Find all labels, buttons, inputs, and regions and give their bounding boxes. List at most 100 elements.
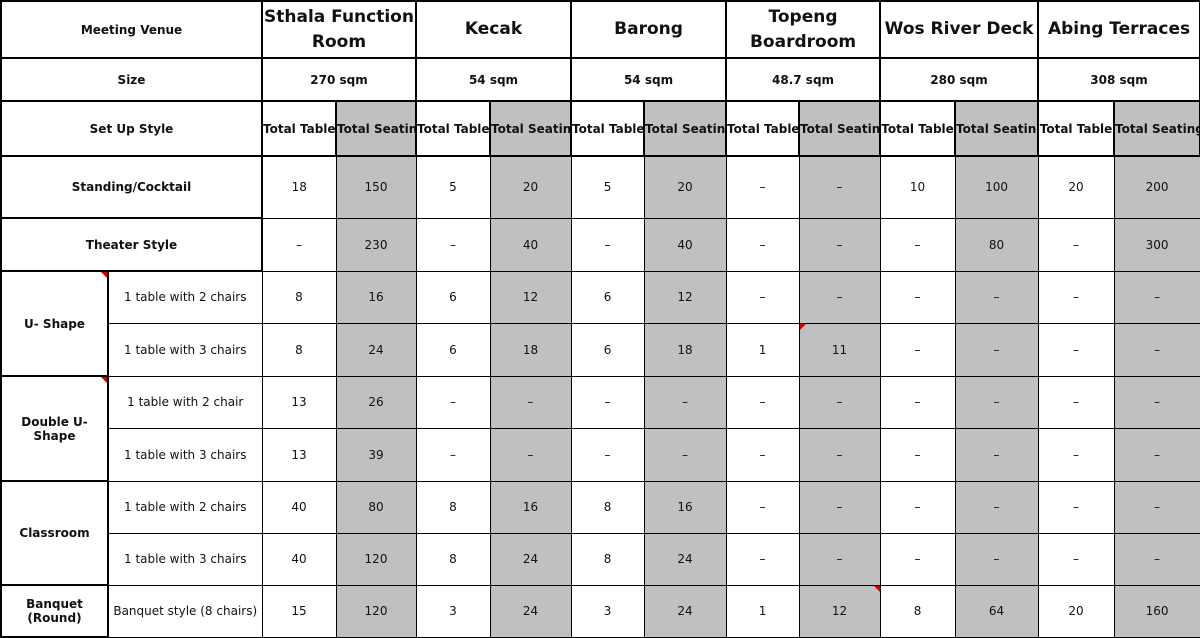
total-table-header: Total Table [1037, 100, 1116, 157]
total-seating-cell: – [489, 375, 572, 429]
total-seating-cell: 12 [798, 584, 881, 638]
total-seating-cell: 24 [643, 532, 727, 586]
total-table-cell: 8 [415, 532, 491, 586]
total-table-cell: 6 [415, 270, 491, 324]
setup-variant-label: 1 table with 2 chairs [107, 270, 263, 324]
total-table-cell: – [570, 217, 645, 272]
total-seating-cell: 300 [1113, 217, 1200, 272]
comment-marker-icon [101, 378, 106, 383]
total-seating-header: Total Seating [798, 100, 882, 157]
table-row: Classroom 1 table with 2 chairs 40 80 8 16 8 16… [0, 480, 1200, 586]
table-row: Banquet (Round) Banquet style (8 chairs) 1… [0, 584, 1200, 638]
size-label: Size [0, 57, 263, 102]
comment-marker-icon [800, 324, 806, 330]
setup-style-label: Theater Style [0, 217, 263, 272]
total-seating-cell: – [798, 480, 881, 534]
total-seating-cell: 150 [335, 155, 417, 219]
total-seating-cell: – [798, 375, 881, 429]
total-seating-cell: – [954, 270, 1039, 324]
total-table-header: Total Table [725, 100, 801, 157]
total-seating-header: Total Seating [335, 100, 417, 157]
setup-variant-label: 1 table with 3 chairs [107, 322, 263, 377]
total-seating-header: Total Seating [954, 100, 1040, 157]
total-table-cell: 8 [415, 480, 491, 534]
total-table-cell: 3 [415, 584, 491, 638]
setup-variant-label: Banquet style (8 chairs) [107, 584, 263, 638]
size-row: Size 270 sqm 54 sqm 54 sqm 48.7 sqm 280 sqm 30… [0, 57, 1200, 102]
total-table-cell: 6 [570, 270, 645, 324]
total-table-cell: 6 [415, 322, 491, 377]
total-seating-cell: 24 [489, 584, 572, 638]
total-seating-cell: 80 [954, 217, 1039, 272]
venue-size: 48.7 sqm [725, 57, 882, 102]
total-seating-cell: 11 [798, 322, 881, 377]
venue-name: Barong [570, 0, 728, 59]
total-seating-cell: – [954, 427, 1039, 482]
total-seating-cell: – [954, 322, 1039, 377]
comment-marker-icon [101, 273, 106, 278]
setup-style-label: Set Up Style [0, 100, 263, 157]
table-row: Double U- Shape 1 table with 2 chair 13 26–… [0, 375, 1200, 482]
total-table-header: Total Table [570, 100, 646, 157]
total-table-header: Total Table [879, 100, 957, 157]
total-seating-cell: 16 [643, 480, 727, 534]
total-seating-cell: 39 [335, 427, 417, 482]
table-row: Theater Style –230–40–40– – –80–300 [0, 217, 1200, 272]
venue-label: Meeting Venue [0, 0, 263, 59]
total-seating-cell: 26 [335, 375, 417, 429]
comment-marker-icon [873, 586, 880, 592]
total-table-cell: – [1037, 217, 1115, 272]
total-seating-cell: 18 [489, 322, 572, 377]
total-table-cell: – [415, 375, 491, 429]
venue-name: Sthala Function Room [261, 0, 417, 59]
table-row: Standing/Cocktail 18 150 5 20 5 20– –10 100 20 200 [0, 155, 1200, 219]
total-seating-cell: 24 [643, 584, 727, 638]
setup-style-label: Double U- Shape [0, 375, 109, 482]
total-table-cell: – [1037, 427, 1115, 482]
total-table-cell: – [1037, 532, 1115, 586]
total-seating-cell: 16 [489, 480, 572, 534]
total-seating-cell: 160 [1113, 584, 1200, 638]
venue-size: 54 sqm [570, 57, 728, 102]
total-seating-cell: – [1113, 532, 1200, 586]
total-seating-cell: – [798, 155, 881, 219]
total-seating-cell: 24 [489, 532, 572, 586]
setup-variant-label: 1 table with 3 chairs [107, 532, 263, 586]
venue-name: Topeng Boardroom [725, 0, 882, 59]
table-row: 1 table with 3 chairs 13 39– – – – – – – – – – [1, 427, 1200, 482]
total-table-cell: – [725, 375, 800, 429]
venue-size: 270 sqm [261, 57, 417, 102]
total-table-cell: 3 [570, 584, 645, 638]
venue-name: Wos River Deck [879, 0, 1040, 59]
total-seating-cell: – [798, 427, 881, 482]
total-table-cell: 6 [570, 322, 645, 377]
total-table-cell: – [725, 480, 800, 534]
total-seating-cell: 230 [335, 217, 417, 272]
total-table-cell: 20 [1037, 155, 1115, 219]
total-table-cell: 8 [261, 322, 337, 377]
total-table-cell: 5 [570, 155, 645, 219]
total-table-cell: 1 [725, 322, 800, 377]
table-row: 1 table with 3 chairs 40 120 8 24 8 24– – – – – – [1, 532, 1200, 586]
total-seating-cell: 24 [335, 322, 417, 377]
total-table-cell: 8 [570, 480, 645, 534]
total-table-cell: – [1037, 270, 1115, 324]
total-seating-cell: – [798, 532, 881, 586]
total-table-cell: – [261, 217, 337, 272]
total-table-cell: 8 [261, 270, 337, 324]
total-seating-cell: – [1113, 322, 1200, 377]
total-seating-cell: 20 [489, 155, 572, 219]
total-seating-cell: – [1113, 427, 1200, 482]
total-table-cell: – [879, 480, 956, 534]
total-seating-cell: – [954, 375, 1039, 429]
total-seating-header: Total Seating [643, 100, 728, 157]
total-table-cell: 18 [261, 155, 337, 219]
total-seating-cell: 80 [335, 480, 417, 534]
total-table-cell: 8 [570, 532, 645, 586]
total-table-cell: 20 [1037, 584, 1115, 638]
total-table-cell: – [725, 532, 800, 586]
total-table-cell: – [725, 427, 800, 482]
total-seating-header: Total Seating [1113, 100, 1200, 157]
